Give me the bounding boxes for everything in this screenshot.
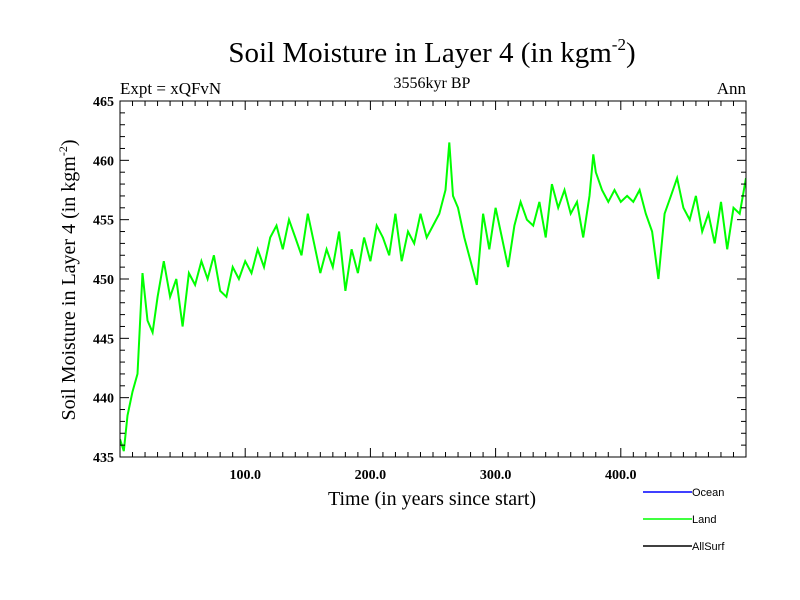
legend-label: Ocean bbox=[692, 487, 724, 499]
y-tick-label: 455 bbox=[93, 214, 114, 229]
x-axis-label: Time (in years since start) bbox=[328, 488, 536, 510]
y-axis-label-sup: -2 bbox=[56, 146, 70, 156]
chart-title-main: Soil Moisture in Layer 4 (in kgm bbox=[228, 37, 612, 69]
axis-ticks bbox=[120, 101, 746, 457]
y-axis-label-close: ) bbox=[58, 139, 80, 146]
series-line-land bbox=[120, 142, 746, 452]
legend-label: Land bbox=[692, 514, 716, 526]
plot-frame bbox=[119, 100, 747, 458]
y-tick-label: 440 bbox=[93, 392, 114, 407]
chart-title: Soil Moisture in Layer 4 (in kgm-2) bbox=[228, 35, 635, 69]
legend: Ocean Land AllSurf bbox=[643, 487, 725, 553]
y-axis-label: Soil Moisture in Layer 4 (in kgm-2) bbox=[56, 139, 80, 420]
x-tick-label: 300.0 bbox=[480, 468, 512, 483]
chart-title-sup: -2 bbox=[612, 35, 626, 54]
y-tick-label: 450 bbox=[93, 273, 114, 288]
y-axis-label-main: Soil Moisture in Layer 4 (in kgm bbox=[58, 156, 80, 421]
y-tick-label: 460 bbox=[93, 154, 114, 169]
season-label: Ann bbox=[717, 79, 747, 98]
x-tick-label: 100.0 bbox=[229, 468, 261, 483]
x-tick-label: 400.0 bbox=[605, 468, 637, 483]
period-label: 3556kyr BP bbox=[394, 75, 471, 92]
chart-title-close: ) bbox=[626, 37, 636, 69]
experiment-label: Expt = xQFvN bbox=[120, 79, 221, 98]
y-tick-label: 445 bbox=[93, 332, 114, 347]
legend-label: AllSurf bbox=[692, 541, 725, 553]
x-tick-label: 200.0 bbox=[355, 468, 387, 483]
y-tick-label: 465 bbox=[93, 95, 114, 110]
y-tick-label: 435 bbox=[93, 451, 114, 466]
axis-tick-labels: 100.0 200.0 300.0 400.0 435 440 445 450 455 460 46… bbox=[93, 95, 637, 483]
